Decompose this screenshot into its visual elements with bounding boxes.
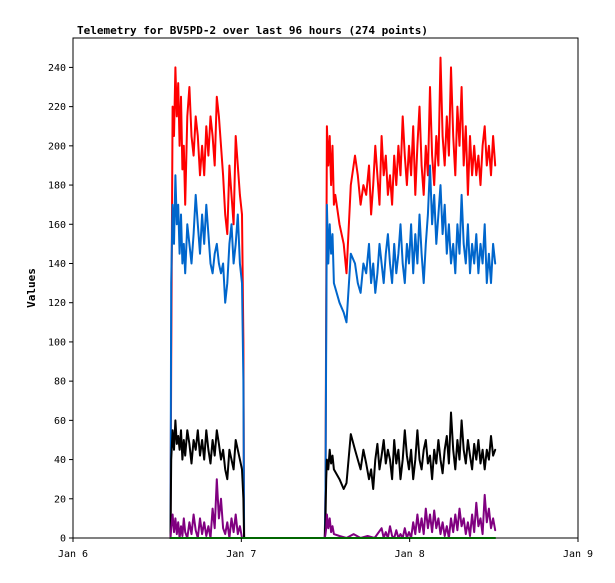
y-tick-label: 80 [54, 377, 66, 388]
series-line-1 [169, 56, 497, 539]
y-tick-label: 100 [48, 337, 66, 348]
y-tick-label: 40 [54, 455, 66, 466]
y-tick-label: 20 [54, 494, 66, 505]
y-axis-ticks: 0 20 40 60 80 100 120 140 160 180 200 220 240 [48, 63, 73, 545]
y-tick-label: 160 [48, 220, 66, 231]
x-tick-label: Jan 9 [563, 549, 593, 560]
y-axis-label: Values [25, 268, 38, 308]
x-axis-ticks: Jan 6 Jan 7 Jan 8 Jan 9 [58, 538, 593, 560]
plot-frame [72, 37, 579, 539]
y-tick-label: 240 [48, 63, 66, 74]
y-tick-label: 180 [48, 181, 66, 192]
y-tick-label: 200 [48, 141, 66, 152]
y-tick-label: 60 [54, 416, 66, 427]
series-line-2 [169, 164, 497, 539]
y-tick-label: 220 [48, 102, 66, 113]
x-tick-label: Jan 6 [58, 549, 88, 560]
chart-title: Telemetry for BV5PD-2 over last 96 hours… [77, 24, 428, 37]
series-line-3 [169, 411, 497, 539]
y-tick-label: 0 [60, 534, 66, 545]
series-line-4 [169, 478, 497, 539]
x-tick-label: Jan 8 [395, 549, 425, 560]
y-tick-label: 120 [48, 298, 66, 309]
x-tick-label: Jan 7 [226, 549, 256, 560]
y-tick-label: 140 [48, 259, 66, 270]
